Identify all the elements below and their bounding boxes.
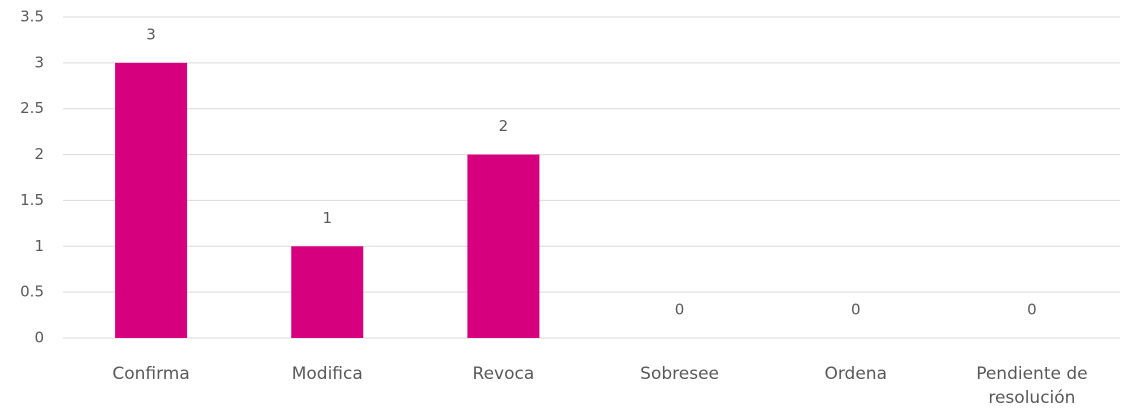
x-tick-label: Pendiente de resolución (976, 364, 1088, 408)
data-label: 0 (851, 301, 861, 319)
x-tick-label: Revoca (472, 364, 535, 384)
x-tick-label: Sobresee (640, 364, 719, 384)
y-tick-label: 2 (34, 145, 44, 163)
data-label: 2 (499, 117, 509, 135)
bar (291, 246, 364, 338)
y-tick-label: 3.5 (20, 8, 44, 26)
y-tick-label: 3 (34, 53, 44, 71)
y-tick-label: 0.5 (20, 283, 44, 301)
bar (467, 154, 540, 338)
y-tick-label: 2.5 (20, 99, 44, 117)
bar (115, 62, 188, 338)
data-label: 3 (146, 25, 156, 43)
data-label: 1 (322, 209, 332, 227)
x-tick-label: Ordena (824, 364, 887, 384)
y-tick-label: 1 (34, 237, 44, 255)
x-tick-label: Modifica (291, 364, 363, 384)
data-label: 0 (1027, 301, 1037, 319)
y-tick-label: 1.5 (20, 191, 44, 209)
data-label: 0 (675, 301, 685, 319)
y-tick-label: 0 (34, 329, 44, 347)
x-tick-label: Confirma (112, 364, 190, 384)
